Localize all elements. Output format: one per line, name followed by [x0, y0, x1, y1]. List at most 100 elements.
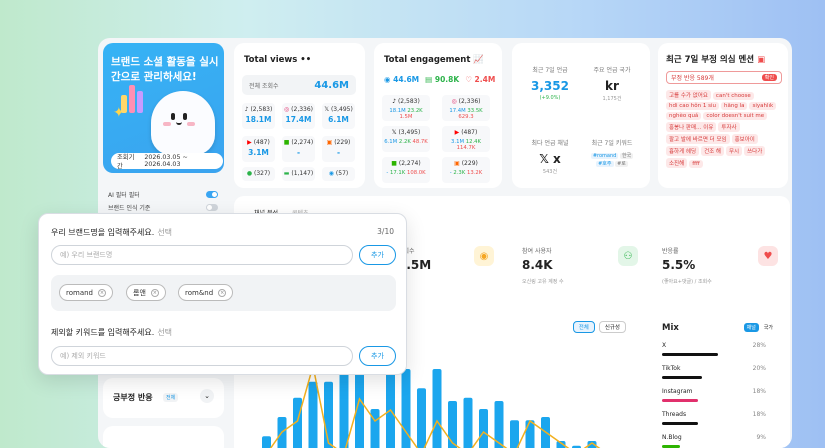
close-icon[interactable]: ×: [150, 288, 159, 297]
mix-row-name: X: [662, 342, 667, 349]
mix-row: TikTok 20%: [662, 365, 766, 379]
risk-confirm-button[interactable]: 확인: [761, 74, 777, 81]
risk-chip[interactable]: 투자사: [718, 122, 740, 132]
mix-row-bar: [662, 376, 702, 379]
engagement-count: (487): [461, 129, 478, 136]
chevron-down-icon[interactable]: ⌄: [200, 389, 214, 403]
risk-chip[interactable]: 무시: [726, 146, 743, 156]
mix-row-name: TikTok: [662, 365, 681, 372]
heart-icon: ♥: [758, 246, 778, 266]
engagement-count: (2,583): [397, 98, 420, 105]
engagement-count: (3,495): [398, 129, 421, 136]
risk-chip[interactable]: siyahlık: [749, 102, 777, 110]
risk-chip[interactable]: ffff: [689, 160, 703, 168]
chart-filter: 전체 신규성: [572, 321, 626, 333]
mascot-ghost: [151, 91, 215, 155]
mix-row-pct: 18%: [752, 411, 766, 418]
keyword-tag[interactable]: 한국: [619, 153, 634, 159]
toggle-label-brand: 브랜드 인식 기준: [108, 205, 151, 212]
kpi-mentions: 최근 7일 언급 3,352 (+9.0%): [520, 65, 580, 101]
heart-icon: ♡: [465, 75, 472, 84]
mix-row-bar: [662, 399, 698, 402]
keyword-tag[interactable]: #romand: [590, 153, 619, 159]
keyword-tag[interactable]: #호주: [596, 161, 614, 167]
mix-tab-channel[interactable]: 채널: [743, 323, 759, 332]
add-exclude-button[interactable]: 추가: [359, 346, 396, 366]
mix-title: Mix: [662, 323, 679, 333]
close-icon[interactable]: ×: [98, 288, 106, 297]
blog-icon: ■: [391, 160, 397, 167]
risk-chip[interactable]: 홍보아이: [731, 134, 758, 144]
risk-chip[interactable]: nghèo quá: [666, 112, 702, 120]
risk-badge[interactable]: 부정 반응 589개 확인: [666, 71, 782, 84]
risk-chip[interactable]: 소진해: [666, 158, 688, 168]
risk-chip[interactable]: 고를 수가 없어요: [666, 90, 711, 100]
brand-tag-label: 롬앤: [133, 288, 146, 297]
engagement-x: 𝕏 (3,495) 6.1M 2.2K 48.7K: [382, 126, 430, 152]
chart-filter-new[interactable]: 신규성: [598, 321, 626, 333]
brand-tag[interactable]: romand ×: [59, 284, 113, 301]
engagement-instagram: ◎ (2,336) 17.4M 33.5K 629.3: [442, 95, 490, 121]
chart-bar: [432, 369, 442, 448]
risk-chip[interactable]: hdi cao hôn 1 siu: [666, 102, 719, 110]
close-icon[interactable]: ×: [218, 288, 227, 297]
brand-tag[interactable]: 롬앤 ×: [126, 284, 166, 301]
risk-chip[interactable]: 건조 해: [701, 146, 724, 156]
toggle-ai-filter[interactable]: [206, 191, 218, 198]
toggle-label-ai: AI 필터 필터: [108, 192, 140, 199]
views-x-value: 6.1M: [328, 115, 349, 124]
total-views-row: 전체 조회수 44.6M: [242, 75, 356, 95]
kpi-keywords: 최근 7일 키워드 #romand 한국 #호주 #로: [582, 138, 642, 168]
mix-tabs: 채널 국가: [743, 323, 776, 332]
mix-tab-country[interactable]: 국가: [763, 325, 773, 331]
eyes-icon: ••: [300, 55, 312, 65]
views-cafe-value: -: [336, 148, 341, 157]
toggle-brand-recognition[interactable]: [206, 204, 218, 211]
brand-input[interactable]: 예) 우리 브랜드명: [51, 245, 353, 265]
mix-row: Instagram 18%: [662, 388, 766, 402]
views-news: ▬ (1,147): [282, 167, 315, 181]
engagement-views: 44.6M: [393, 75, 420, 84]
add-brand-button[interactable]: 추가: [359, 245, 396, 265]
period-display[interactable]: 조회기간 2026.03.05 ~ 2026.04.03: [111, 153, 223, 170]
engagement-views-value: -: [386, 170, 389, 176]
stat-card: 반응률 5.5% (좋아요+댓글) / 조회수 ♥: [652, 235, 788, 297]
risk-chip[interactable]: color doesn't suit me: [703, 112, 768, 120]
kpi-country: 주요 언급 국가 kr 1,175건: [582, 65, 642, 102]
risk-chip[interactable]: can't choose: [712, 92, 754, 100]
engagement-totals: ◉ 44.6M ▤ 90.8K ♡ 2.4M: [384, 75, 495, 84]
risk-chip[interactable]: 쓰다가: [744, 146, 766, 156]
risk-chip[interactable]: 팔고 발에 바르면 더 모임: [666, 134, 730, 144]
engagement-views-value: 17.4M: [449, 108, 466, 114]
chart-bar: [510, 420, 519, 448]
engagement-tiktok: ♪ (2,583) 18.1M 23.2K 1.5M: [382, 95, 430, 121]
engagement-title: Total engagement: [384, 55, 471, 65]
mix-row-name: N.Blog: [662, 434, 682, 441]
stat-card: 조회수1.5M◉: [388, 235, 504, 297]
etc-icon: ◉: [328, 170, 334, 177]
kpi-mentions-change: (+9.0%): [539, 95, 561, 101]
chart-filter-all[interactable]: 전체: [572, 321, 595, 333]
views-instagram-value: 17.4M: [285, 115, 312, 124]
kpi-mentions-value: 3,352: [531, 79, 569, 93]
chart-bar: [262, 436, 271, 448]
risk-chip[interactable]: hăng la: [720, 102, 748, 110]
brand-tag[interactable]: rom&nd ×: [178, 284, 234, 301]
mix-row-name: Instagram: [662, 388, 693, 395]
views-blog: ■ (2,274) -: [282, 136, 315, 162]
cafe-icon: ▣: [454, 160, 460, 167]
risk-chip[interactable]: 흉하게 헤딩: [666, 146, 700, 156]
youtube-icon: ▶: [247, 139, 252, 146]
engagement-comments-value: 17.1K: [390, 170, 406, 176]
exclude-keyword-input[interactable]: 예) 제외 키워드: [51, 346, 353, 366]
total-views-card: Total views •• 전체 조회수 44.6M ♪ (2,583) 18.1…: [234, 43, 365, 188]
keyword-tag[interactable]: #로: [615, 161, 628, 167]
summary-card: 최근 7일 언급 3,352 (+9.0%) 주요 언급 국가 kr 1,175건 최다…: [512, 43, 650, 188]
engagement-comments-value: 2.2K: [398, 139, 411, 145]
engagement-likes-value: 114.7K: [456, 145, 476, 151]
engagement-comments: 90.8K: [434, 75, 460, 84]
views-blog-count: (2,274): [291, 139, 314, 146]
kpi-channel-label: 최다 언급 채널: [531, 140, 569, 147]
engagement-views-value: 3.1M: [451, 139, 465, 145]
risk-chip[interactable]: 홍봉나 판매… 이유: [666, 122, 717, 132]
